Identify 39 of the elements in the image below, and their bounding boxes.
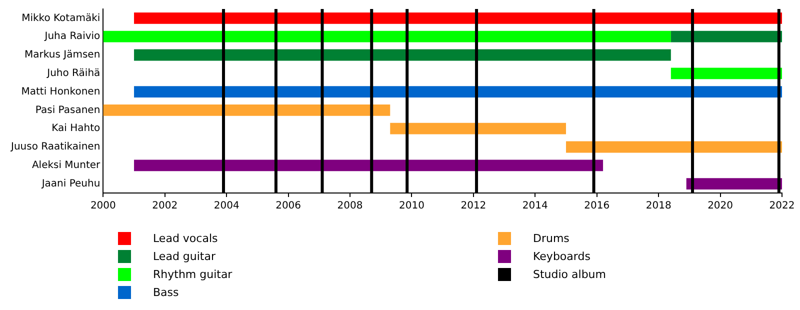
bar	[134, 49, 671, 61]
x-tick-label: 2006	[276, 200, 302, 212]
y-tick-label: Juuso Raatikainen	[10, 142, 100, 153]
y-tick-label: Kai Hahto	[52, 123, 100, 134]
x-tick-label: 2014	[522, 200, 548, 212]
legend-label: Bass	[153, 286, 179, 298]
bar	[390, 122, 566, 134]
x-tick-label: 2016	[584, 200, 610, 212]
bar	[134, 12, 782, 24]
bar	[670, 68, 782, 80]
y-tick-label: Aleksi Munter	[32, 160, 102, 171]
legend-label: Rhythm guitar	[153, 268, 232, 280]
x-tick-label: 2000	[90, 200, 116, 212]
legend-label: Lead guitar	[153, 250, 216, 262]
y-tick-label: Mikko Kotamäki	[22, 12, 100, 24]
legend-label: Studio album	[533, 268, 606, 280]
x-tick-label: 2018	[646, 200, 672, 212]
bar	[134, 160, 604, 172]
x-tick-label: 2010	[399, 200, 424, 212]
bar	[566, 141, 782, 153]
legend-label: Keyboards	[533, 250, 590, 262]
y-tick-label: Markus Jämsen	[24, 50, 100, 61]
bar	[103, 104, 390, 116]
legend-label: Lead vocals	[153, 232, 218, 244]
bar	[686, 178, 782, 190]
bar	[134, 86, 782, 98]
legend-label: Drums	[533, 232, 570, 244]
x-tick-label: 2008	[337, 200, 363, 212]
x-tick-label: 2012	[460, 200, 486, 212]
bar	[670, 30, 782, 42]
y-tick-label: Juha Raivio	[44, 31, 100, 42]
x-tick-label: 2004	[214, 200, 240, 212]
x-tick-label: 2022	[769, 200, 795, 212]
x-tick-label: 2020	[708, 200, 734, 212]
y-tick-label: Juho Räihä	[46, 68, 100, 79]
y-tick-label: Pasi Pasanen	[35, 104, 100, 116]
y-tick-label: Jaani Peuhu	[40, 178, 100, 190]
x-tick-label: 2002	[152, 200, 178, 212]
y-tick-label: Matti Honkonen	[21, 86, 100, 98]
